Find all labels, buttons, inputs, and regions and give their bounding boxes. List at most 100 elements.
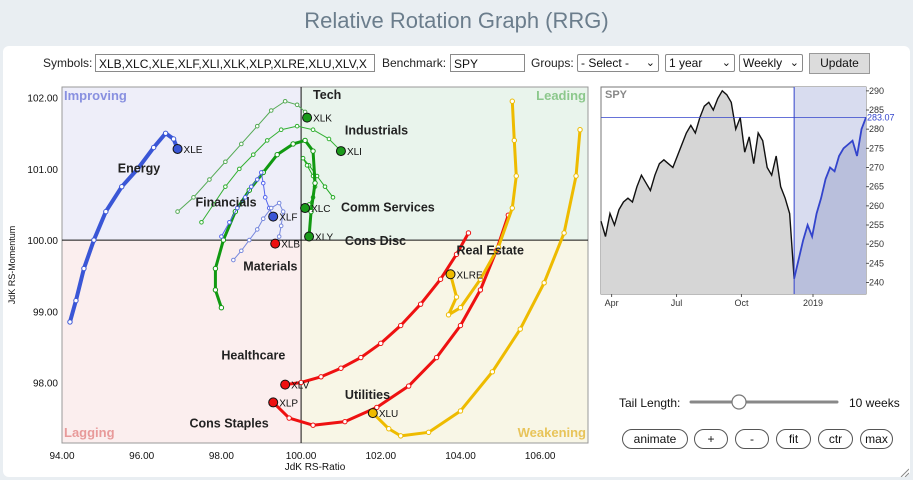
spy-area-highlight bbox=[794, 117, 866, 294]
x-tick-label: 104.00 bbox=[445, 451, 476, 462]
rrg-chart[interactable]: Improving Leading Lagging Weakening 94.00 96.… bbox=[0, 0, 600, 480]
head-point-xlf[interactable] bbox=[268, 211, 279, 222]
tail-point-xlf bbox=[254, 177, 260, 182]
spy-y-tick-label: 250 bbox=[869, 239, 884, 249]
head-point-xlp[interactable] bbox=[268, 397, 279, 408]
spy-y-tick-label: 255 bbox=[869, 220, 884, 230]
tail-point-xle bbox=[170, 136, 177, 142]
tail-point-xlu bbox=[561, 230, 567, 236]
tail-point-xlu bbox=[541, 280, 547, 286]
tail-point-xli bbox=[310, 127, 316, 133]
tail-point-xly bbox=[290, 141, 296, 147]
tail-point-xlf bbox=[262, 195, 268, 200]
head-point-xlb[interactable] bbox=[270, 238, 281, 249]
tail-point-xle bbox=[73, 297, 79, 304]
tail-point-xlc bbox=[300, 155, 306, 161]
tail-point-xlb bbox=[254, 227, 260, 232]
head-point-xlv[interactable] bbox=[280, 379, 291, 390]
tail-point-xlc bbox=[330, 195, 336, 200]
symbol-label-xlf: XLF bbox=[279, 213, 297, 224]
tail-point-xlu bbox=[517, 326, 523, 332]
tail-point-xlu bbox=[386, 426, 392, 432]
tail-point-xlv bbox=[358, 354, 364, 361]
tail-length-value: 10 weeks bbox=[849, 396, 900, 410]
quadrant-label-weakening: Weakening bbox=[518, 425, 586, 440]
resize-handle-icon[interactable] bbox=[899, 467, 909, 477]
tail-point-xli bbox=[264, 138, 270, 143]
y-tick-label: 102.00 bbox=[27, 94, 58, 105]
head-point-xli[interactable] bbox=[335, 146, 346, 157]
sector-name-label: Comm Services bbox=[341, 201, 435, 215]
tail-point-xlk bbox=[175, 209, 180, 214]
tail-line-xlre bbox=[447, 99, 518, 317]
sector-name-label: Industrials bbox=[345, 124, 408, 138]
page-title: Relative Rotation Graph (RRG) bbox=[304, 8, 609, 33]
tail-line-xly bbox=[213, 138, 317, 310]
x-tick-label: 102.00 bbox=[365, 451, 396, 462]
tail-point-xlp bbox=[374, 404, 380, 411]
tail-point-xli bbox=[326, 136, 332, 142]
symbol-label-xle: XLE bbox=[184, 145, 203, 156]
tail-point-xlp bbox=[286, 415, 292, 421]
groups-value: - Select - bbox=[581, 56, 630, 70]
tail-point-xlu bbox=[577, 127, 583, 133]
tail-point-xle bbox=[135, 166, 141, 172]
slider-handle[interactable] bbox=[731, 394, 747, 410]
head-point-xlu[interactable] bbox=[367, 408, 378, 419]
tail-point-xlb bbox=[278, 223, 284, 229]
symbols-label: Symbols: bbox=[43, 56, 93, 70]
center-button[interactable]: ctr bbox=[818, 429, 853, 449]
tail-point-xli bbox=[223, 184, 228, 189]
tail-point-xlb bbox=[246, 237, 252, 243]
x-tick-label: 94.00 bbox=[49, 451, 74, 462]
tail-point-xlb bbox=[280, 209, 286, 214]
tail-point-xlf bbox=[235, 205, 240, 211]
quadrant-lagging bbox=[62, 240, 302, 443]
x-axis-label: JdK RS-Ratio bbox=[285, 462, 346, 473]
tail-point-xlk bbox=[223, 159, 228, 165]
tail-point-xlp bbox=[477, 287, 484, 293]
tail-point-xly bbox=[212, 287, 219, 293]
y-tick-label: 98.00 bbox=[33, 378, 58, 389]
tail-point-xlre bbox=[509, 205, 515, 211]
y-tick-label: 99.00 bbox=[33, 307, 58, 318]
tail-point-xlv bbox=[437, 276, 444, 282]
spy-x-tick-label: Oct bbox=[734, 298, 749, 308]
sector-name-label: Energy bbox=[118, 161, 160, 175]
tail-point-xlre bbox=[445, 312, 452, 318]
groups-select[interactable]: - Select - ⌄ bbox=[577, 54, 659, 72]
spy-y-tick-label: 275 bbox=[869, 143, 884, 153]
head-point-xle[interactable] bbox=[172, 143, 183, 154]
zoom-out-button[interactable]: - bbox=[735, 429, 769, 449]
head-point-xly[interactable] bbox=[304, 231, 315, 242]
fit-button[interactable]: fit bbox=[776, 429, 811, 449]
head-point-xlk[interactable] bbox=[302, 112, 313, 123]
sector-name-label: Utilities bbox=[345, 388, 390, 402]
tail-point-xly bbox=[312, 180, 318, 186]
tail-point-xlre bbox=[453, 294, 460, 300]
zoom-in-button[interactable]: + bbox=[694, 429, 728, 449]
tail-point-xlv bbox=[465, 230, 472, 236]
spy-x-tick-label: 2019 bbox=[803, 298, 823, 308]
x-tick-label: 98.00 bbox=[209, 451, 234, 462]
head-point-xlre[interactable] bbox=[445, 269, 456, 280]
y-axis-label: JdK RS-Momentum bbox=[7, 226, 17, 305]
tail-point-xlv bbox=[453, 251, 460, 258]
tail-point-xlu bbox=[398, 433, 404, 439]
update-button[interactable]: Update bbox=[809, 53, 870, 74]
symbols-input[interactable]: XLB,XLC,XLE,XLF,XLI,XLK,XLP,XLRE,XLU,XLV… bbox=[95, 54, 375, 72]
head-point-xlc[interactable] bbox=[300, 203, 311, 214]
tail-point-xlu bbox=[573, 173, 579, 179]
max-button[interactable]: max bbox=[860, 429, 893, 449]
frequency-select[interactable]: Weekly ⌄ bbox=[739, 54, 803, 72]
tail-point-xly bbox=[212, 265, 219, 272]
tail-point-xli bbox=[278, 127, 284, 133]
tail-point-xly bbox=[310, 148, 316, 154]
tail-length-slider[interactable] bbox=[688, 393, 840, 411]
tail-point-xle bbox=[150, 144, 157, 151]
benchmark-input[interactable]: SPY bbox=[450, 54, 525, 72]
period-select[interactable]: 1 year ⌄ bbox=[665, 54, 735, 72]
spy-y-tick-label: 265 bbox=[869, 182, 884, 192]
spy-y-tick-label: 240 bbox=[869, 278, 884, 288]
animate-button[interactable]: animate bbox=[622, 429, 688, 449]
